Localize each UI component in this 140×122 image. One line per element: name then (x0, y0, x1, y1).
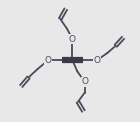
Text: O: O (45, 56, 52, 65)
Text: O: O (69, 35, 76, 44)
Text: O: O (93, 56, 100, 65)
Text: O: O (81, 77, 88, 86)
